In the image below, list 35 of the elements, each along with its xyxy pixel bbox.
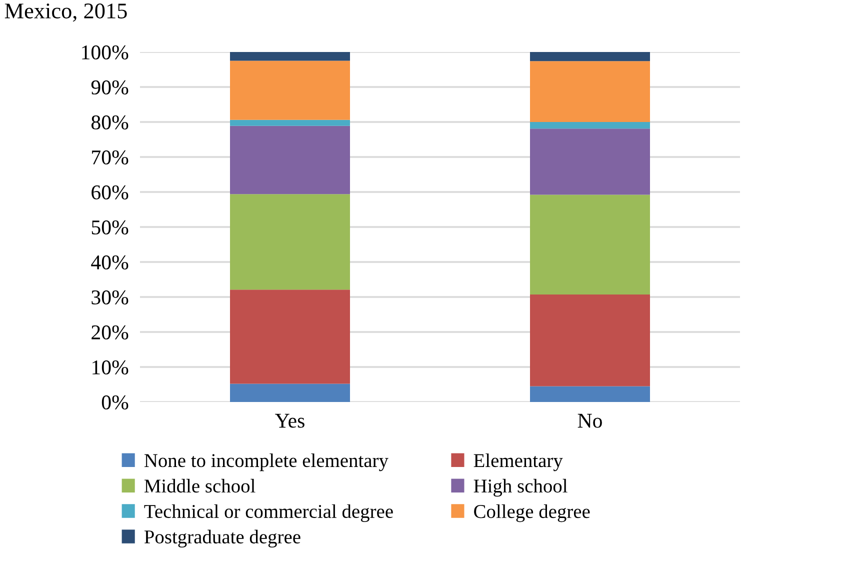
- bar: [530, 122, 650, 129]
- bar: [530, 61, 650, 122]
- x-tick-label: Yes: [275, 414, 304, 428]
- y-tick-label: 20%: [92, 325, 128, 340]
- y-tick-label: 60%: [92, 185, 128, 200]
- legend-label: High school: [474, 478, 568, 497]
- chart-title: Mexico, 2015: [4, 3, 127, 22]
- x-tick-label: No: [578, 414, 602, 428]
- bar: [530, 128, 650, 195]
- bar: [530, 52, 650, 62]
- legend-label: Middle school: [144, 478, 256, 493]
- y-tick-label: 40%: [91, 255, 128, 270]
- bar: [230, 60, 350, 120]
- bar: [530, 194, 650, 295]
- y-tick-label: 30%: [92, 290, 128, 304]
- y-tick-label: 0%: [102, 395, 128, 410]
- y-tick-label: 100%: [82, 45, 128, 60]
- bar: [230, 194, 350, 290]
- legend-label: Elementary: [474, 453, 563, 472]
- bar: [530, 386, 650, 402]
- y-tick-label: 70%: [92, 150, 128, 164]
- legend-label: Postgraduate degree: [144, 530, 300, 548]
- legend-label: None to incomplete elementary: [144, 453, 388, 472]
- y-tick-label: 90%: [91, 80, 128, 94]
- legend-label: College degree: [474, 504, 590, 522]
- y-tick-label: 80%: [91, 115, 128, 130]
- legend-label: Technical or commercial degree: [144, 504, 393, 522]
- bar: [230, 52, 350, 61]
- bar: [230, 384, 350, 402]
- y-tick-label: 10%: [92, 360, 128, 374]
- bar: [230, 120, 350, 126]
- bar: [230, 290, 350, 384]
- y-tick-label: 50%: [92, 220, 128, 234]
- bar: [530, 294, 650, 386]
- bar: [230, 126, 350, 194]
